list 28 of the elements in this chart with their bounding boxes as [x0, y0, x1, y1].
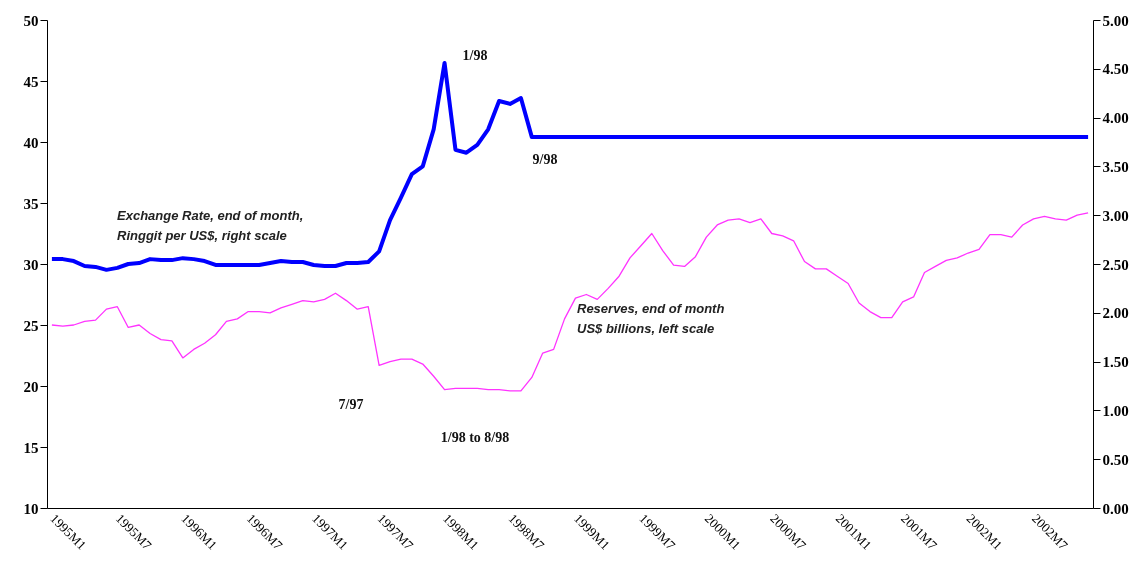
annotation: 1/98: [462, 48, 488, 63]
y-tick-label: 30: [23, 256, 39, 273]
series-label: Exchange Rate, end of month, Ringgit per US$, right scale: [117, 208, 304, 243]
y2-tick-label: 1.50: [1102, 354, 1129, 371]
y-tick-label: 45: [23, 73, 39, 90]
annotation: 1/98 to 8/98: [440, 430, 510, 445]
y-tick-label: 20: [23, 378, 39, 395]
y2-tick-label: 3.00: [1102, 207, 1129, 224]
y2-tick-label: 2.00: [1102, 305, 1129, 322]
annotation: 9/98: [532, 152, 558, 167]
y2-tick-label: 0.50: [1102, 451, 1129, 468]
y2-tick-label: 5.00: [1102, 12, 1129, 29]
y-tick-label: 10: [23, 500, 39, 517]
y2-tick-label: 4.50: [1102, 61, 1129, 78]
y-tick-label: 40: [23, 134, 39, 151]
annotation: 7/97: [338, 397, 364, 412]
y2-tick-label: 3.50: [1102, 158, 1129, 175]
y2-tick-label: 2.50: [1102, 256, 1129, 273]
y-tick-label: 25: [23, 317, 39, 334]
y2-tick-label: 1.00: [1102, 402, 1129, 419]
y-tick-label: 15: [23, 439, 39, 456]
y-tick-label: 50: [23, 12, 39, 29]
y-tick-label: 35: [23, 195, 39, 212]
series-label: Reserves, end of month US$ billions, left scale: [577, 301, 725, 336]
y2-tick-label: 4.00: [1102, 110, 1129, 127]
line-series: [49, 60, 1091, 272]
y2-tick-label: 0.00: [1102, 500, 1129, 517]
line-series: [51, 212, 1089, 392]
